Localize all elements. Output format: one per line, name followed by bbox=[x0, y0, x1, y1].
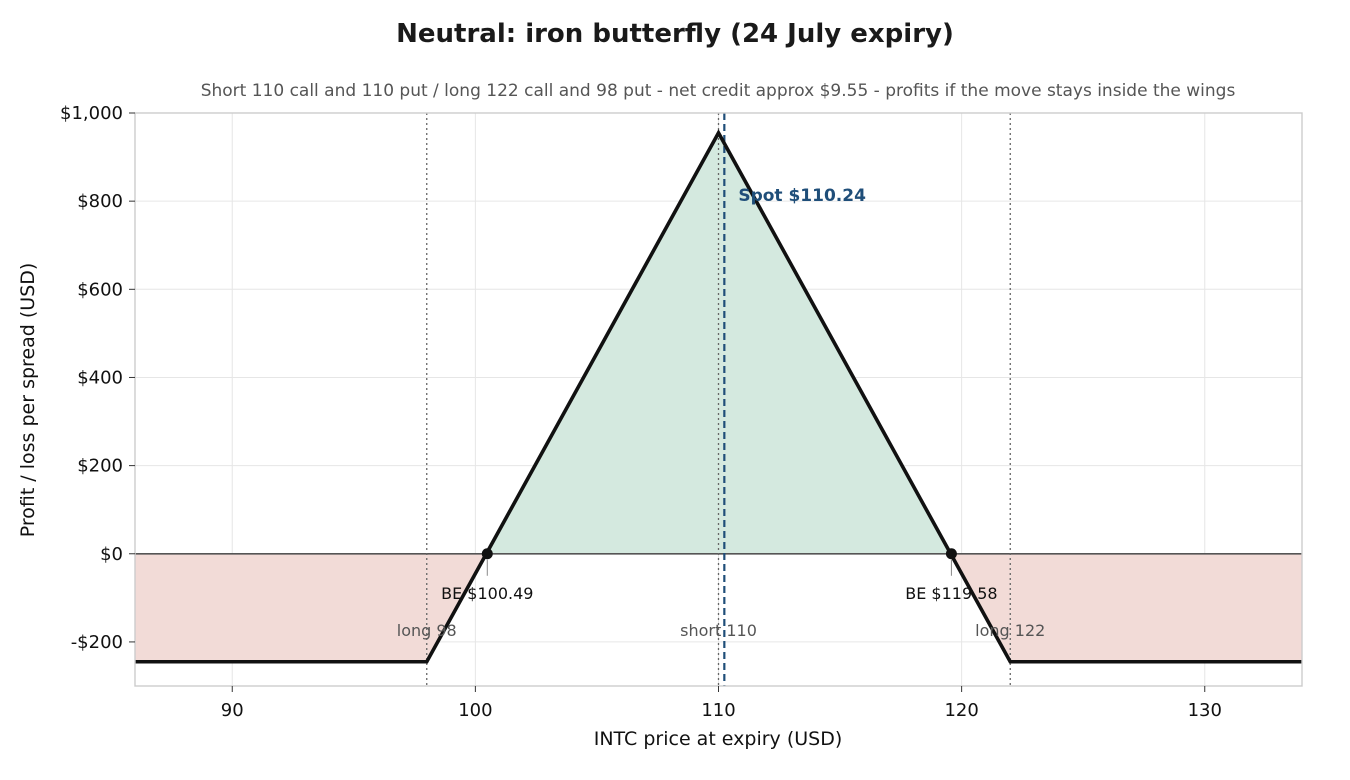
chart-subtitle: Short 110 call and 110 put / long 122 ca… bbox=[201, 81, 1236, 101]
x-tick-label: 120 bbox=[944, 700, 978, 721]
reference-lines bbox=[135, 113, 1302, 686]
strike-label: short 110 bbox=[680, 621, 757, 640]
y-tick-label: $0 bbox=[100, 544, 123, 565]
chart-title: Neutral: iron butterfly (24 July expiry) bbox=[396, 19, 954, 49]
payoff-series bbox=[135, 129, 1302, 664]
strike-label: long 122 bbox=[975, 621, 1045, 640]
y-tick-label: $400 bbox=[77, 367, 123, 388]
breakeven-label: BE $119.58 bbox=[905, 584, 997, 603]
x-tick-label: 130 bbox=[1188, 700, 1222, 721]
x-axis-label: INTC price at expiry (USD) bbox=[594, 728, 843, 750]
x-tick-label: 100 bbox=[458, 700, 492, 721]
y-tick-label: $1,000 bbox=[60, 103, 123, 124]
payoff-line bbox=[135, 129, 1302, 664]
strike-label: long 98 bbox=[397, 621, 457, 640]
y-tick-label: $200 bbox=[77, 456, 123, 477]
loss-region bbox=[1010, 553, 1302, 662]
spot-label: Spot $110.24 bbox=[738, 186, 866, 206]
loss-region bbox=[135, 553, 427, 662]
axis-ticks: 90 100 110 120 130 -$200 $0 $200 $400 $600 $800 $1,… bbox=[60, 103, 1222, 721]
breakeven-point bbox=[481, 548, 493, 560]
annotations: BE $100.49 BE $119.58 long 98 short 110 long… bbox=[397, 186, 1046, 640]
breakeven-label: BE $100.49 bbox=[441, 584, 533, 603]
breakeven-point bbox=[945, 548, 957, 560]
y-tick-label: $600 bbox=[77, 279, 123, 300]
x-tick-label: 110 bbox=[701, 700, 735, 721]
breakeven-markers bbox=[481, 548, 957, 576]
y-tick-label: $800 bbox=[77, 191, 123, 212]
y-axis-label: Profit / loss per spread (USD) bbox=[17, 263, 39, 538]
y-tick-label: -$200 bbox=[71, 632, 123, 653]
x-tick-label: 90 bbox=[221, 700, 244, 721]
